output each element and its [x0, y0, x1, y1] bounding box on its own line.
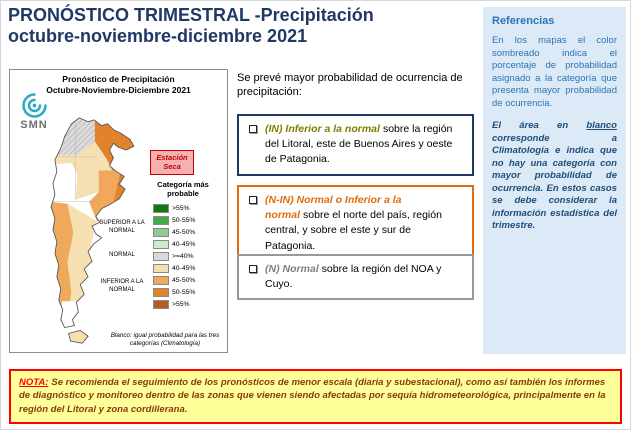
legend-swatch	[153, 263, 169, 273]
page-title-line1: PRONÓSTICO TRIMESTRAL -Precipitación	[8, 5, 374, 25]
legend-label: 45-50%	[172, 228, 196, 236]
map-title-line2: Octubre-Noviembre-Diciembre 2021	[46, 85, 191, 96]
legend-group-normal: NORMAL	[109, 252, 135, 258]
forecast-category-tag: (IN) Inferior a la normal	[265, 123, 380, 135]
checkbox-icon	[249, 265, 257, 273]
forecast-item-text-wrap: (IN) Inferior a la normal sobre la región…	[265, 122, 464, 168]
checkbox-icon	[249, 125, 257, 133]
page-title: PRONÓSTICO TRIMESTRAL -Precipitación oct…	[8, 5, 374, 47]
forecast-item-text-wrap: (N-IN) Normal o Inferior a la normal sobr…	[265, 193, 464, 254]
checkbox-icon	[249, 196, 257, 204]
map-panel: Pronóstico de Precipitación Octubre-Novi…	[9, 69, 228, 353]
legend-swatch	[153, 299, 169, 309]
legend-label: 45-50%	[172, 276, 196, 284]
references-emphasis: El área en blanco corresponde a Climatol…	[492, 120, 617, 233]
legend-label: >=40%	[172, 252, 194, 260]
forecast-intro: Se prevé mayor probabilidad de ocurrenci…	[237, 72, 463, 99]
legend-swatch	[153, 203, 169, 213]
legend-row: 45-50%	[153, 226, 225, 238]
legend-group-inferior: INFERIOR A LA NORMAL	[100, 279, 144, 293]
map-title: Pronóstico de Precipitación Octubre-Novi…	[10, 74, 227, 96]
legend-row: 50-55%	[153, 214, 225, 226]
legend-row: 40-45%	[153, 238, 225, 250]
smn-logo-label: SMN	[20, 119, 48, 131]
forecast-box-inferior: (IN) Inferior a la normal sobre la región…	[237, 114, 474, 176]
map-legend: Categoría más probable SUPERIOR A LA NOR…	[95, 180, 225, 322]
legend-label: >55%	[172, 204, 190, 212]
forecast-box-normal: (N) Normal sobre la región del NOA y Cuyo…	[237, 254, 474, 301]
legend-row: >55%	[153, 202, 225, 214]
legend-swatch	[153, 215, 169, 225]
legend-rows: >55% 50-55% 45-50% 40-45% >=40% 40-45% 45-50% 5…	[153, 202, 225, 310]
references-body: En los mapas el color sombreado indica e…	[492, 35, 617, 109]
legend-row: 50-55%	[153, 286, 225, 298]
legend-swatch	[153, 287, 169, 297]
argentina-map	[50, 117, 135, 344]
legend-row: >55%	[153, 298, 225, 310]
legend-label: 50-55%	[172, 216, 196, 224]
legend-row: >=40%	[153, 250, 225, 262]
legend-swatch	[153, 227, 169, 237]
smn-logo: SMN	[15, 92, 53, 131]
page-title-line2: octubre-noviembre-diciembre 2021	[8, 26, 308, 47]
note-box: NOTA: Se recomienda el seguimiento de los…	[9, 369, 622, 424]
references-panel: Referencias En los mapas el color sombre…	[483, 7, 626, 354]
legend-label: >55%	[172, 300, 190, 308]
dry-season-label: Estación Seca	[150, 150, 194, 175]
references-emphasis-blanco: blanco	[586, 120, 617, 132]
forecast-category-tag: (N-IN) Normal o Inferior a la normal	[265, 194, 402, 222]
map-title-line1: Pronóstico de Precipitación	[62, 74, 175, 84]
legend-swatch	[153, 275, 169, 285]
smn-logo-icon	[21, 93, 47, 118]
legend-label: 40-45%	[172, 240, 196, 248]
references-title: Referencias	[492, 15, 555, 27]
forecast-description: sobre la región del Litoral, este de Bue…	[265, 123, 453, 166]
forecast-category-tag: (N) Normal	[265, 263, 319, 275]
legend-swatch	[153, 251, 169, 261]
legend-row: 40-45%	[153, 262, 225, 274]
legend-title: Categoría más probable	[157, 180, 209, 198]
forecast-description: sobre el norte del país, región central,…	[265, 209, 442, 252]
note-label: NOTA:	[19, 377, 49, 388]
note-text: Se recomienda el seguimiento de los pron…	[19, 377, 606, 415]
legend-group-superior: SUPERIOR A LA NORMAL	[99, 220, 145, 234]
forecast-item-text-wrap: (N) Normal sobre la región del NOA y Cuyo…	[265, 262, 464, 292]
references-emphasis-post: corresponde a Climatología e indica que …	[492, 132, 617, 232]
legend-row: 45-50%	[153, 274, 225, 286]
legend-label: 50-55%	[172, 288, 196, 296]
map-footnote: Blanco: igual probabilidad para las tres…	[110, 331, 220, 347]
forecast-box-normal-inferior: (N-IN) Normal o Inferior a la normal sobr…	[237, 185, 474, 262]
legend-swatch	[153, 239, 169, 249]
references-emphasis-pre: El área en	[492, 120, 587, 132]
forecast-description: sobre la región del NOA y Cuyo.	[265, 263, 442, 291]
legend-label: 40-45%	[172, 264, 196, 272]
